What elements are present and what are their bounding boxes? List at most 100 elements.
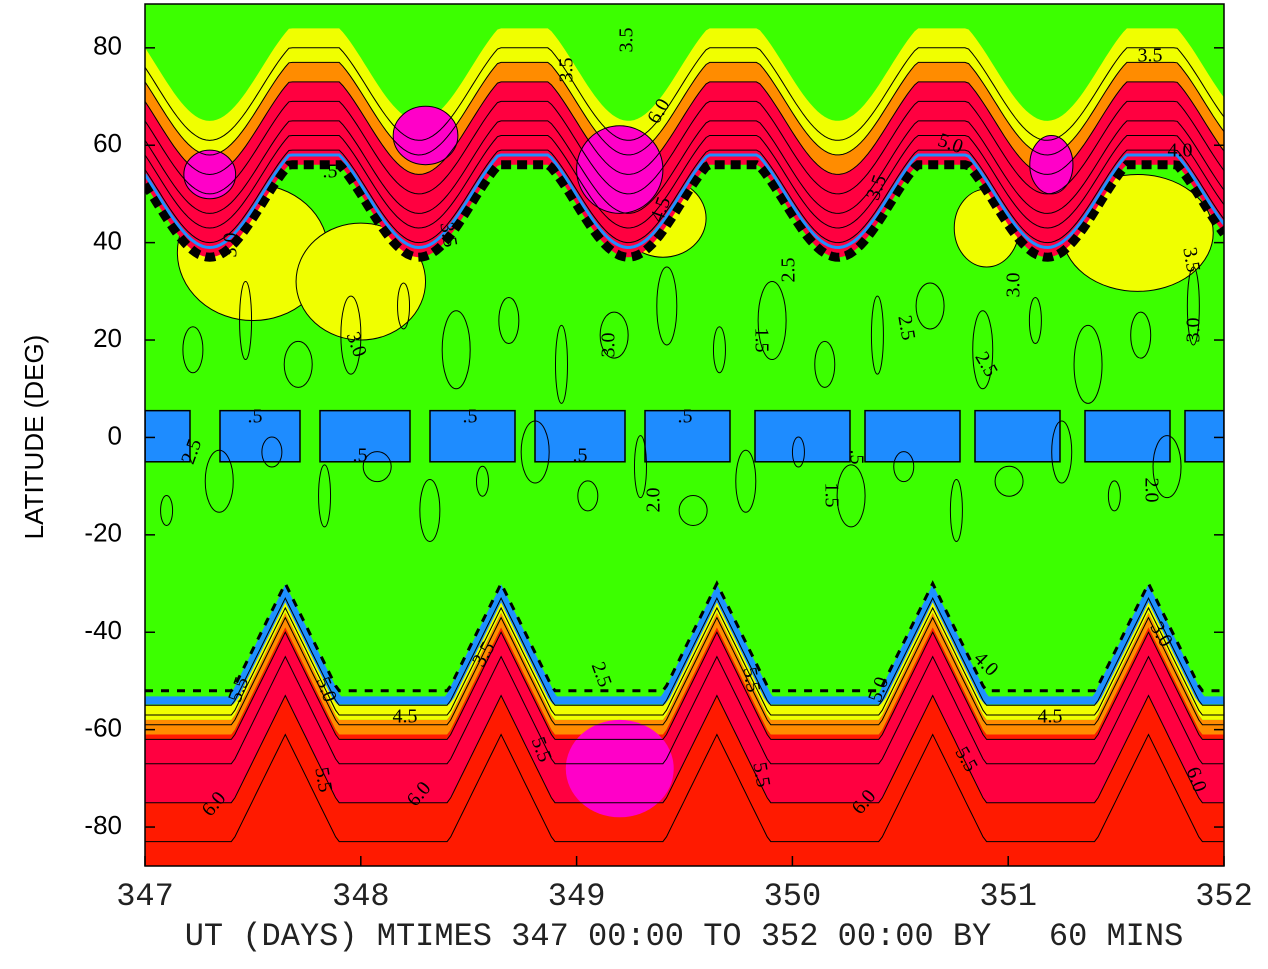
contour-fill — [644, 409, 731, 463]
contour-label: 3.5 — [556, 58, 578, 83]
contour-line — [283, 340, 313, 388]
contour-line — [554, 324, 568, 404]
contour-line — [145, 616, 1224, 726]
contour-line — [656, 266, 678, 346]
contour-line — [870, 295, 884, 375]
contour-fill — [429, 409, 516, 463]
contour-line — [712, 326, 726, 374]
contour-line — [419, 478, 441, 542]
y-tick-label: -40 — [84, 615, 122, 645]
contour-label: .5 — [845, 450, 867, 465]
contour-line — [1051, 420, 1073, 484]
contour-label: .5 — [678, 406, 693, 428]
contour-fill — [864, 409, 961, 463]
contour-line — [972, 310, 994, 390]
contour-line — [1028, 297, 1042, 345]
contour-line — [1130, 311, 1152, 359]
x-tick-label: 352 — [1195, 878, 1253, 915]
contour-line — [182, 326, 204, 374]
contour-line — [633, 435, 647, 499]
contour-line — [145, 160, 1224, 262]
contour-fill — [1184, 409, 1224, 463]
contour-fill — [576, 125, 664, 214]
contour-line — [441, 310, 471, 390]
contour-fill — [754, 409, 851, 463]
contour-label: 3.5 — [435, 221, 461, 249]
contour-line — [145, 596, 1224, 706]
contour-label: .5 — [573, 445, 588, 467]
y-tick-label: -20 — [84, 518, 122, 548]
contour-fill — [145, 409, 191, 463]
contour-label: 3.5 — [616, 28, 638, 53]
y-tick-label: -80 — [84, 810, 122, 840]
contour-line — [599, 311, 629, 359]
contour-line — [735, 449, 757, 513]
contour-label: 5.5 — [748, 761, 774, 789]
contour-line — [1186, 266, 1200, 346]
contour-label: 4.5 — [1038, 706, 1063, 728]
contour-line — [145, 153, 1224, 250]
contour-line — [949, 478, 963, 542]
contour-line — [757, 281, 787, 361]
contour-line — [498, 297, 520, 345]
contour-line — [476, 465, 490, 497]
contour-label: 2.5 — [778, 258, 800, 283]
contour-line — [145, 733, 1224, 843]
contour-line — [145, 655, 1224, 765]
y-tick-label: -60 — [84, 713, 122, 743]
contour-line — [145, 606, 1224, 716]
contour-line — [994, 465, 1024, 497]
contour-fill — [219, 409, 301, 463]
contour-line — [362, 451, 392, 483]
contour-line — [915, 282, 945, 330]
contour-line — [678, 494, 708, 526]
contour-fill — [534, 409, 626, 463]
contour-label: 5.5 — [310, 766, 336, 794]
contour-fill — [392, 105, 459, 166]
x-tick-label: 348 — [332, 878, 390, 915]
contour-line — [160, 494, 174, 526]
contour-label: 3.0 — [598, 333, 620, 358]
contour-fill — [565, 719, 674, 818]
y-tick-label: 60 — [93, 128, 122, 158]
contour-line — [145, 135, 1224, 229]
contour-line — [145, 584, 1224, 705]
contour-label: .5 — [323, 161, 338, 183]
contour-label: 3.0 — [1003, 273, 1025, 298]
contour-label: .5 — [463, 406, 478, 428]
contour-line — [145, 81, 1224, 176]
contour-line — [397, 282, 411, 330]
contour-line — [145, 631, 1224, 740]
contour-line — [318, 464, 332, 528]
contour-line — [145, 61, 1224, 156]
x-tick-label: 351 — [979, 878, 1037, 915]
contour-label: 1.5 — [750, 328, 772, 353]
plot-frame — [144, 3, 1225, 867]
contour-label: 1.5 — [820, 483, 842, 508]
contour-line — [1073, 324, 1103, 404]
y-tick-label: 0 — [108, 420, 122, 450]
contour-line — [893, 451, 915, 483]
y-tick-label: 40 — [93, 226, 122, 256]
contour-label: 3.0 — [220, 233, 242, 258]
contour-line — [577, 480, 599, 512]
contour-label: .5 — [248, 406, 263, 428]
contour-field — [145, 4, 1224, 866]
x-tick-label: 350 — [764, 878, 822, 915]
contour-fill — [974, 409, 1061, 463]
contour-line — [814, 340, 836, 388]
contour-label: 3.5 — [1138, 45, 1163, 67]
contour-line — [1107, 480, 1121, 512]
contour-label: 4.0 — [1168, 140, 1193, 162]
contour-line — [340, 295, 362, 375]
contour-line — [261, 436, 283, 468]
x-tick-label: 349 — [548, 878, 606, 915]
contour-line — [520, 420, 550, 484]
contour-label: .5 — [353, 445, 368, 467]
y-tick-label: 80 — [93, 31, 122, 61]
contour-label: 2.0 — [643, 488, 665, 513]
contour-line — [145, 694, 1224, 804]
contour-label: 3.5 — [1178, 246, 1204, 274]
contour-line — [145, 149, 1224, 244]
contour-line — [145, 120, 1224, 214]
